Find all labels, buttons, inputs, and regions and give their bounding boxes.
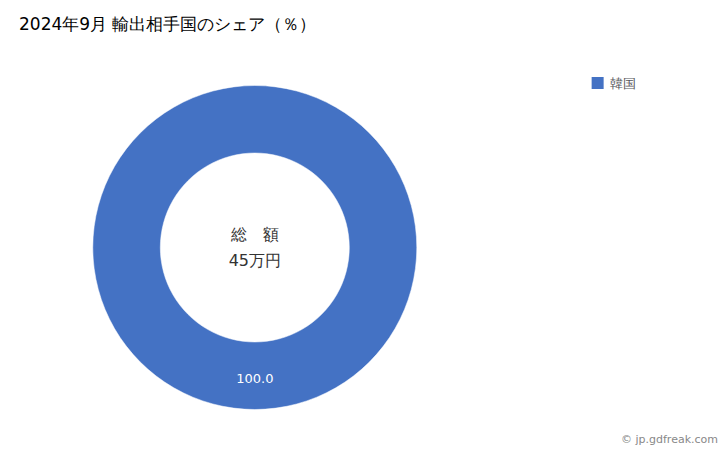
- svg-text:45万円: 45万円: [229, 251, 281, 270]
- svg-text:2024年9月 輸出相手国のシェア（％）: 2024年9月 輸出相手国のシェア（％）: [19, 14, 316, 34]
- svg-text:韓国: 韓国: [610, 76, 636, 91]
- svg-text:総 額: 総 額: [230, 225, 279, 244]
- svg-text:© jp.gdfreak.com: © jp.gdfreak.com: [621, 433, 718, 446]
- svg-text:100.0: 100.0: [236, 371, 273, 386]
